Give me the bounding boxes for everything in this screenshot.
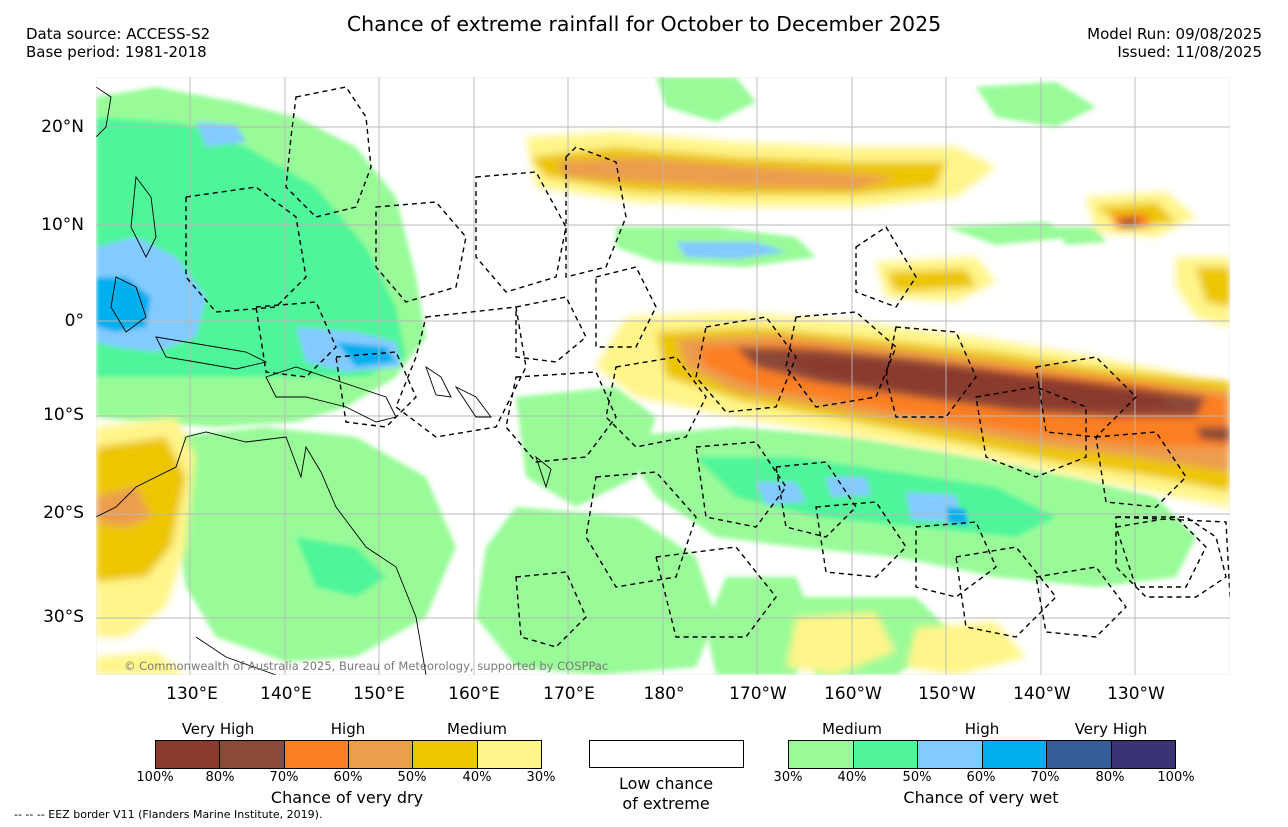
low-chance-line1: Low chance bbox=[618, 774, 714, 793]
lon-label-160w: 160°W bbox=[824, 684, 882, 704]
dry-tick-60: 60% bbox=[333, 770, 363, 785]
wet-legend-title: Chance of very wet bbox=[903, 788, 1059, 807]
wet-tick-70: 70% bbox=[1030, 770, 1060, 785]
wet-swatch-5 bbox=[1047, 741, 1112, 768]
wet-tick-80: 80% bbox=[1095, 770, 1125, 785]
dry-tick-40: 40% bbox=[462, 770, 492, 785]
data-source-info: Data source: ACCESS-S2 Base period: 1981… bbox=[26, 25, 211, 61]
lon-label-130w: 130°W bbox=[1107, 684, 1165, 704]
wet-swatch-6 bbox=[1111, 741, 1175, 768]
dry-swatch-5 bbox=[413, 741, 478, 768]
wet-swatch-4 bbox=[982, 741, 1047, 768]
base-period: Base period: 1981-2018 bbox=[26, 42, 207, 61]
dry-swatch-6 bbox=[477, 741, 541, 768]
dry-swatch-3 bbox=[284, 741, 349, 768]
dry-tick-100: 100% bbox=[136, 770, 174, 785]
dry-tick-50: 50% bbox=[397, 770, 427, 785]
lon-label-150w: 150°W bbox=[918, 684, 976, 704]
dry-tick-30: 30% bbox=[526, 770, 556, 785]
lat-label-20s: 20°S bbox=[43, 503, 84, 523]
low-chance-swatch bbox=[589, 740, 744, 768]
wet-tick-50: 50% bbox=[902, 770, 932, 785]
wet-tick-40: 40% bbox=[837, 770, 867, 785]
run-info: Model Run: 09/08/2025 Issued: 11/08/2025 bbox=[1087, 25, 1262, 61]
wet-tick-100: 100% bbox=[1157, 770, 1195, 785]
data-source: Data source: ACCESS-S2 bbox=[26, 25, 211, 43]
lat-label-10s: 10°S bbox=[43, 405, 84, 425]
lat-label-0: 0° bbox=[64, 311, 84, 331]
lat-label-10n: 10°N bbox=[41, 215, 84, 235]
lon-label-150e: 150°E bbox=[353, 684, 405, 704]
lat-label-20n: 20°N bbox=[41, 117, 84, 137]
map-title: Chance of extreme rainfall for October t… bbox=[346, 12, 942, 36]
lon-label-170w: 170°W bbox=[729, 684, 787, 704]
lon-label-140w: 140°W bbox=[1013, 684, 1071, 704]
dry-tick-80: 80% bbox=[205, 770, 235, 785]
wet-tick-30: 30% bbox=[773, 770, 803, 785]
dry-tick-70: 70% bbox=[269, 770, 299, 785]
dry-swatch-4 bbox=[348, 741, 414, 768]
eez-footnote: -- -- -- EEZ border V11 (Flanders Marine… bbox=[14, 808, 323, 821]
eez-borders bbox=[185, 86, 1230, 648]
dry-swatch-2 bbox=[220, 741, 285, 768]
wet-region bbox=[96, 77, 1196, 675]
lon-label-130e: 130°E bbox=[166, 684, 218, 704]
wet-tick-60: 60% bbox=[966, 770, 996, 785]
wet-level-medium: Medium bbox=[822, 720, 882, 738]
wet-swatch-1 bbox=[789, 741, 854, 768]
wet-swatch-2 bbox=[853, 741, 918, 768]
copyright-notice: © Commonwealth of Australia 2025, Bureau… bbox=[124, 659, 609, 673]
lat-label-30s: 30°S bbox=[43, 607, 84, 627]
dry-level-high: High bbox=[330, 720, 366, 738]
model-run: Model Run: 09/08/2025 bbox=[1087, 25, 1262, 43]
lon-label-140e: 140°E bbox=[260, 684, 312, 704]
wet-swatch-3 bbox=[918, 741, 983, 768]
wet-level-very-high: Very High bbox=[1074, 720, 1148, 738]
lon-label-170e: 170°E bbox=[543, 684, 595, 704]
dry-colorbar bbox=[155, 740, 542, 769]
lon-label-160e: 160°E bbox=[448, 684, 500, 704]
dry-level-medium: Medium bbox=[447, 720, 507, 738]
dry-legend-title: Chance of very dry bbox=[270, 788, 424, 807]
dry-swatch-1 bbox=[156, 741, 221, 768]
graticule bbox=[96, 77, 1230, 675]
low-chance-line2: of extreme bbox=[622, 794, 710, 813]
low-chance-label: Low chance of extreme bbox=[589, 774, 743, 814]
dry-level-very-high: Very High bbox=[181, 720, 255, 738]
lon-label-180: 180° bbox=[643, 684, 685, 704]
wet-colorbar bbox=[788, 740, 1176, 769]
rainfall-map bbox=[96, 77, 1230, 675]
issued-date: Issued: 11/08/2025 bbox=[1117, 42, 1262, 61]
wet-level-high: High bbox=[964, 720, 1000, 738]
